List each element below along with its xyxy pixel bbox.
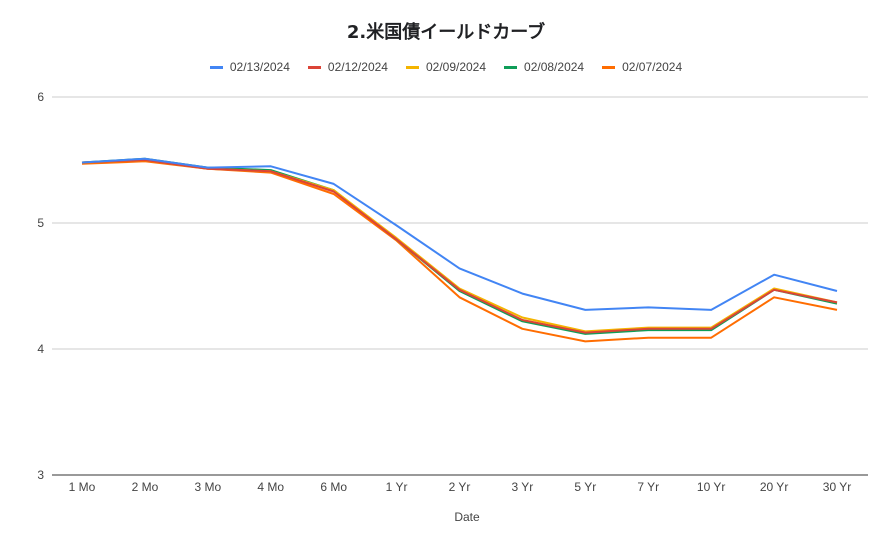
x-tick-label: 2 Yr [449, 480, 471, 494]
x-tick-label: 3 Mo [194, 480, 221, 494]
series-line [81, 159, 838, 334]
y-tick-label: 4 [37, 342, 44, 356]
legend-label: 02/07/2024 [622, 60, 683, 74]
legend-label: 02/08/2024 [524, 60, 585, 74]
x-tick-label: 5 Yr [574, 480, 596, 494]
legend-item[interactable]: 02/07/2024 [602, 60, 682, 74]
legend-swatch [405, 65, 419, 69]
chart-title: 2.米国債イールドカーブ [346, 22, 546, 43]
y-tick-label: 6 [37, 90, 44, 104]
legend-item[interactable]: 02/09/2024 [405, 60, 487, 74]
legend-item[interactable]: 02/12/2024 [307, 60, 388, 74]
y-tick-label: 5 [37, 216, 44, 230]
series-line [81, 157, 838, 311]
legend-swatch [307, 65, 321, 69]
legend-swatch [209, 65, 223, 69]
legend-swatch [602, 65, 616, 69]
y-tick-label: 3 [37, 468, 44, 482]
x-tick-label: 6 Mo [320, 480, 347, 494]
x-tick-label: 1 Yr [386, 480, 408, 494]
x-tick-label: 3 Yr [512, 480, 534, 494]
x-tick-label: 20 Yr [760, 480, 788, 494]
series-line [81, 160, 838, 343]
x-tick-label: 10 Yr [697, 480, 725, 494]
legend-label: 02/12/2024 [327, 60, 388, 74]
series-line [81, 157, 838, 335]
legend-label: 02/13/2024 [229, 60, 290, 74]
legend-item[interactable]: 02/08/2024 [504, 60, 584, 74]
legend-label: 02/09/2024 [425, 60, 487, 74]
legend[interactable]: 02/13/2024 02/12/2024 02/09/2024 02/08/2024… [0, 60, 892, 74]
x-tick-label: 1 Mo [69, 480, 96, 494]
x-tick-label: 4 Mo [257, 480, 284, 494]
x-axis-label: Date [454, 510, 480, 524]
x-tick-label: 7 Yr [637, 480, 659, 494]
x-tick-label: 2 Mo [132, 480, 159, 494]
series-line [81, 159, 838, 333]
legend-swatch [504, 65, 518, 69]
legend-item[interactable]: 02/13/2024 [209, 60, 290, 74]
x-tick-label: 30 Yr [823, 480, 851, 494]
